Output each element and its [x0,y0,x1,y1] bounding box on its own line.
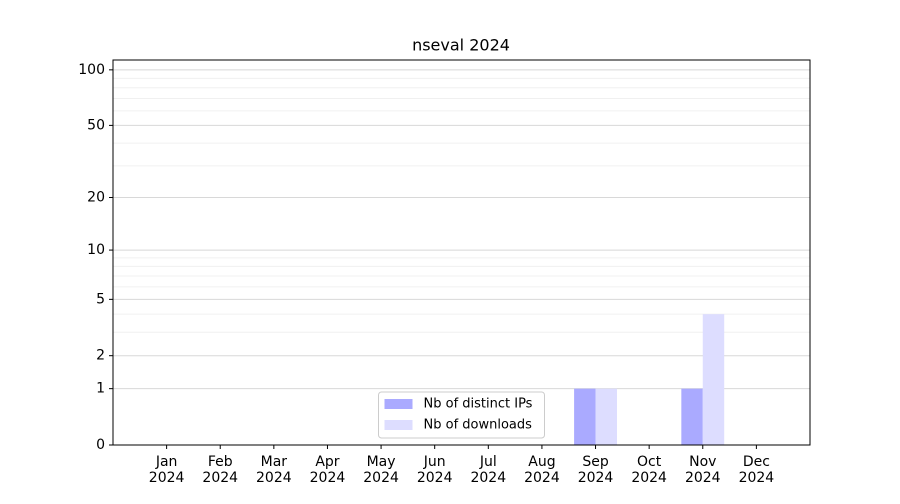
x-tick-label: Feb 2024 [202,454,238,486]
bar [595,388,617,445]
y-tick-label: 20 [87,190,105,206]
legend: Nb of distinct IPs Nb of downloads [378,391,545,439]
x-tick-label: Apr 2024 [310,454,346,486]
bar [681,388,703,445]
x-tick-label: May 2024 [363,454,399,486]
y-tick-label: 2 [96,348,105,364]
y-tick-label: 0 [96,437,105,453]
legend-swatch [384,420,413,430]
legend-swatch [384,399,413,409]
y-tick-label: 10 [87,242,105,258]
plot-frame [112,59,811,446]
y-tick-label: 1 [96,381,105,397]
x-tick-label: Mar 2024 [256,454,292,486]
y-tick-label: 100 [78,62,105,78]
x-tick-label: Jul 2024 [470,454,506,486]
x-tick-label: Aug 2024 [524,454,560,486]
x-tick-label: Dec 2024 [739,454,775,486]
chart-title: nseval 2024 [412,36,510,55]
legend-label: Nb of downloads [424,418,533,433]
y-tick-label: 50 [87,117,105,133]
x-tick-label: Jun 2024 [417,454,453,486]
x-tick-label: Jan 2024 [149,454,185,486]
y-tick-label: 5 [96,291,105,307]
legend-label: Nb of distinct IPs [424,397,533,412]
bar [702,314,725,445]
bar [574,388,596,445]
x-tick-label: Nov 2024 [685,454,721,486]
x-tick-label: Oct 2024 [631,454,667,486]
x-tick-label: Sep 2024 [578,454,614,486]
legend-box [378,391,545,439]
